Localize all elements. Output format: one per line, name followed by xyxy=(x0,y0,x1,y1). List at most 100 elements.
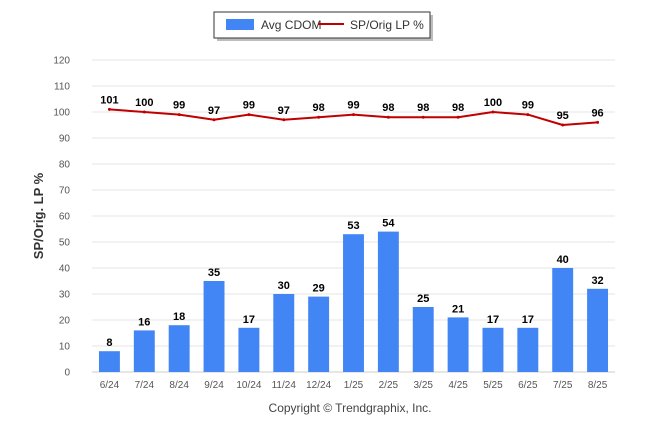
bar-12-24 xyxy=(308,296,330,372)
y-tick-label: 30 xyxy=(59,290,71,301)
x-tick-label: 5/25 xyxy=(483,380,503,391)
bar-value-label: 40 xyxy=(557,254,569,266)
bar-8-24 xyxy=(168,325,190,372)
legend: Avg CDOM SP/Orig LP % xyxy=(213,11,433,41)
bars xyxy=(98,231,609,372)
y-tick-label: 100 xyxy=(53,108,70,119)
x-tick-label: 4/25 xyxy=(448,380,468,391)
line-point xyxy=(282,118,286,122)
bar-value-label: 35 xyxy=(208,267,220,279)
y-tick-label: 10 xyxy=(59,342,71,353)
line-series xyxy=(107,107,600,127)
x-tick-label: 8/24 xyxy=(169,380,189,391)
bar-4-25 xyxy=(447,317,469,372)
bar-value-label: 21 xyxy=(452,303,464,315)
y-tick-label: 70 xyxy=(59,186,71,197)
line-value-label: 99 xyxy=(243,100,255,112)
y-tick-label: 80 xyxy=(59,160,71,171)
line-point xyxy=(247,113,251,117)
line-value-label: 98 xyxy=(417,102,429,114)
x-tick-label: 6/24 xyxy=(100,380,120,391)
bar-value-label: 17 xyxy=(487,314,499,326)
bar-value-label: 32 xyxy=(591,275,603,287)
bar-value-label: 17 xyxy=(243,314,255,326)
x-tick-label: 7/25 xyxy=(553,380,573,391)
x-tick-label: 9/24 xyxy=(204,380,224,391)
line-value-label: 96 xyxy=(591,107,603,119)
bar-7-24 xyxy=(133,330,155,372)
bar-3-25 xyxy=(412,307,434,372)
bar-value-label: 17 xyxy=(522,314,534,326)
bar-value-label: 30 xyxy=(278,280,290,292)
line-point xyxy=(491,110,495,114)
line-point xyxy=(456,115,460,119)
x-tick-label: 7/24 xyxy=(135,380,155,391)
legend-label-sp-orig-lp: SP/Orig LP % xyxy=(350,18,424,32)
line-value-label: 98 xyxy=(313,102,325,114)
y-tick-label: 110 xyxy=(54,82,70,93)
y-tick-labels: 0 10 20 30 40 50 60 70 80 90 100 110 120 xyxy=(53,56,70,379)
x-tick-label: 10/24 xyxy=(236,380,261,391)
x-tick-label: 1/25 xyxy=(344,380,364,391)
bar-8-25 xyxy=(587,288,609,372)
line-point xyxy=(526,113,530,117)
line-value-label: 98 xyxy=(452,102,464,114)
copyright-text: Copyright © Trendgraphix, Inc. xyxy=(269,401,432,415)
bar-6-24 xyxy=(98,351,120,372)
line-point xyxy=(212,118,216,122)
line-point xyxy=(596,120,600,124)
y-tick-label: 20 xyxy=(59,316,71,327)
line-point xyxy=(177,113,181,117)
x-tick-label: 6/25 xyxy=(518,380,538,391)
line-point xyxy=(561,123,565,127)
x-tick-labels: 6/24 7/24 8/24 9/24 10/24 11/24 12/24 1/25 2/25 3… xyxy=(100,380,608,391)
line-point xyxy=(317,115,321,119)
y-tick-label: 40 xyxy=(59,264,71,275)
legend-swatch-avg-cdom xyxy=(226,19,254,30)
bar-value-label: 54 xyxy=(382,218,395,230)
bar-2-25 xyxy=(377,231,399,372)
line-value-label: 99 xyxy=(347,100,359,112)
y-tick-label: 90 xyxy=(59,134,71,145)
line-value-label: 95 xyxy=(557,110,569,122)
bar-10-24 xyxy=(238,327,260,372)
bar-value-label: 25 xyxy=(417,293,429,305)
x-tick-label: 3/25 xyxy=(413,380,433,391)
bar-5-25 xyxy=(482,327,504,372)
y-axis-title: SP/Orig. LP % xyxy=(31,172,46,259)
line-point xyxy=(421,115,425,119)
y-tick-label: 120 xyxy=(53,56,70,67)
bar-11-24 xyxy=(273,294,295,372)
line-point xyxy=(107,107,111,111)
x-tick-label: 12/24 xyxy=(306,380,331,391)
bar-9-24 xyxy=(203,281,225,372)
line-value-label: 97 xyxy=(208,105,220,117)
line-value-label: 99 xyxy=(173,100,185,112)
line-data-labels: 101 100 99 97 99 97 98 99 98 98 98 100 99 95 96 xyxy=(100,94,603,122)
bar-data-labels: 8 16 18 35 17 30 29 53 54 25 21 17 17 40 32 xyxy=(106,218,603,350)
y-tick-label: 60 xyxy=(59,212,71,223)
bar-6-25 xyxy=(517,327,539,372)
bar-value-label: 8 xyxy=(106,337,112,349)
x-tick-label: 2/25 xyxy=(379,380,399,391)
bar-7-25 xyxy=(552,268,574,372)
line-point xyxy=(352,113,355,117)
line-value-label: 99 xyxy=(522,100,534,112)
bar-value-label: 53 xyxy=(347,220,359,232)
line-value-label: 100 xyxy=(484,97,502,109)
x-tick-label: 8/25 xyxy=(588,380,608,391)
x-tick-label: 11/24 xyxy=(272,380,297,391)
line-value-label: 101 xyxy=(100,94,118,106)
line-value-label: 97 xyxy=(278,105,290,117)
line-point xyxy=(386,115,390,119)
bar-value-label: 16 xyxy=(138,316,150,328)
legend-label-avg-cdom: Avg CDOM xyxy=(261,18,321,32)
y-tick-label: 0 xyxy=(64,368,70,379)
bar-value-label: 18 xyxy=(173,311,185,323)
line-value-label: 98 xyxy=(382,102,394,114)
bar-value-label: 29 xyxy=(313,283,325,295)
line-value-label: 100 xyxy=(135,97,153,109)
bar-1-25 xyxy=(343,234,364,372)
